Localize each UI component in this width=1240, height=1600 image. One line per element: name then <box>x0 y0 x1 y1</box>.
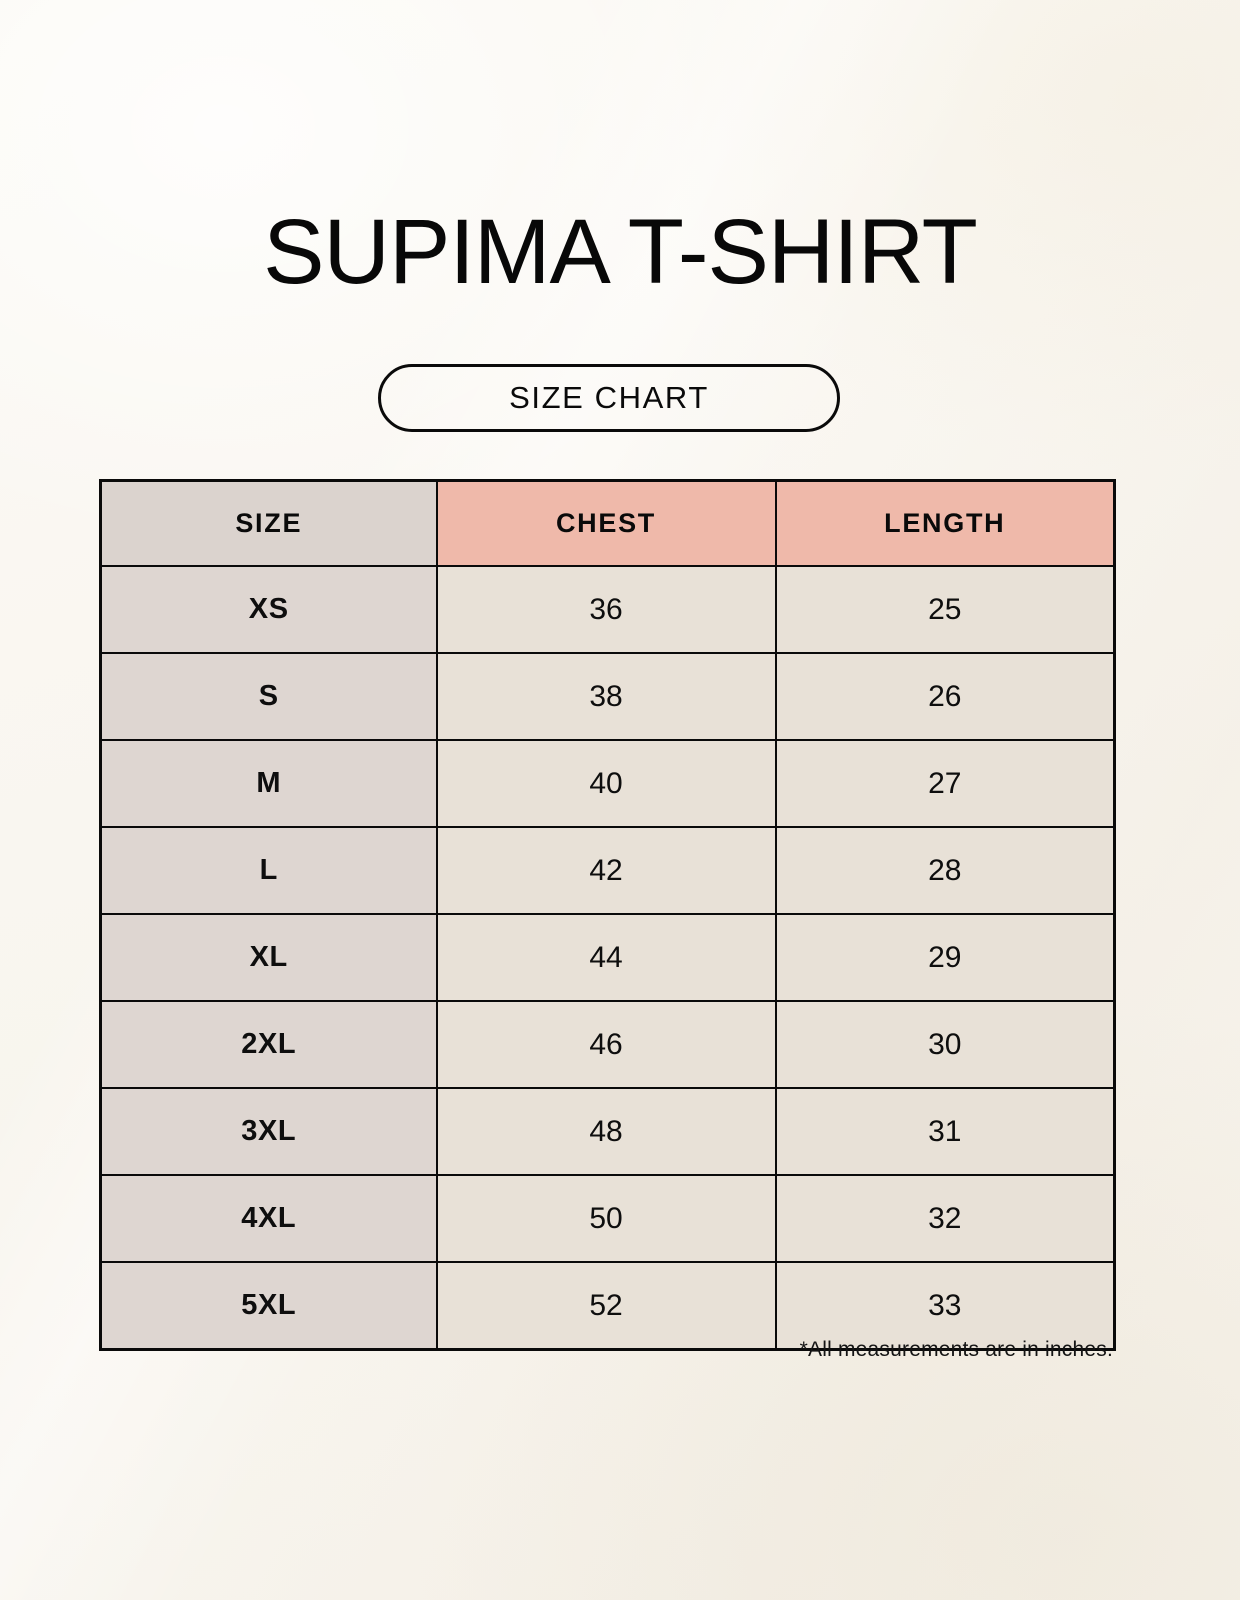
cell-chest: 42 <box>436 827 777 915</box>
cell-size: 5XL <box>100 1262 438 1350</box>
column-header-size: SIZE <box>100 480 438 567</box>
measurements-footnote: *All measurements are in inches. <box>799 1338 1113 1361</box>
table-row: 3XL 48 31 <box>100 1088 1115 1176</box>
table-header-row: SIZE CHEST LENGTH <box>100 480 1115 567</box>
table-row: 5XL 52 33 <box>100 1262 1115 1350</box>
table-row: L 42 28 <box>100 827 1115 915</box>
cell-length: 31 <box>775 1088 1115 1176</box>
cell-chest: 40 <box>436 740 777 828</box>
cell-size: 4XL <box>100 1175 438 1263</box>
cell-length: 32 <box>775 1175 1115 1263</box>
size-table-container: SIZE CHEST LENGTH XS 36 25 S 38 26 M <box>99 479 1116 1351</box>
cell-chest: 50 <box>436 1175 777 1263</box>
column-header-chest: CHEST <box>436 480 777 567</box>
cell-length: 28 <box>775 827 1115 915</box>
cell-chest: 52 <box>436 1262 777 1350</box>
cell-size: S <box>100 653 438 741</box>
cell-length: 30 <box>775 1001 1115 1089</box>
cell-size: 3XL <box>100 1088 438 1176</box>
cell-size: 2XL <box>100 1001 438 1089</box>
table-row: 2XL 46 30 <box>100 1001 1115 1089</box>
cell-size: L <box>100 827 438 915</box>
cell-chest: 36 <box>436 566 777 654</box>
cell-length: 27 <box>775 740 1115 828</box>
cell-size: XL <box>100 914 438 1002</box>
cell-size: M <box>100 740 438 828</box>
cell-chest: 48 <box>436 1088 777 1176</box>
table-row: XS 36 25 <box>100 566 1115 654</box>
cell-length: 29 <box>775 914 1115 1002</box>
table-row: S 38 26 <box>100 653 1115 741</box>
table-row: 4XL 50 32 <box>100 1175 1115 1263</box>
table-row: M 40 27 <box>100 740 1115 828</box>
cell-chest: 44 <box>436 914 777 1002</box>
column-header-length: LENGTH <box>775 480 1115 567</box>
cell-chest: 38 <box>436 653 777 741</box>
cell-length: 33 <box>775 1262 1115 1350</box>
table-row: XL 44 29 <box>100 914 1115 1002</box>
cell-size: XS <box>100 566 438 654</box>
size-table: SIZE CHEST LENGTH XS 36 25 S 38 26 M <box>99 479 1116 1351</box>
cell-length: 26 <box>775 653 1115 741</box>
page-title: SUPIMA T-SHIRT <box>263 201 978 303</box>
size-table-header: SIZE CHEST LENGTH <box>100 480 1115 567</box>
size-chart-badge-label: SIZE CHART <box>509 380 709 415</box>
size-chart-badge: SIZE CHART <box>378 364 840 432</box>
size-table-body: XS 36 25 S 38 26 M 40 27 L 42 28 <box>100 566 1115 1350</box>
cell-length: 25 <box>775 566 1115 654</box>
cell-chest: 46 <box>436 1001 777 1089</box>
